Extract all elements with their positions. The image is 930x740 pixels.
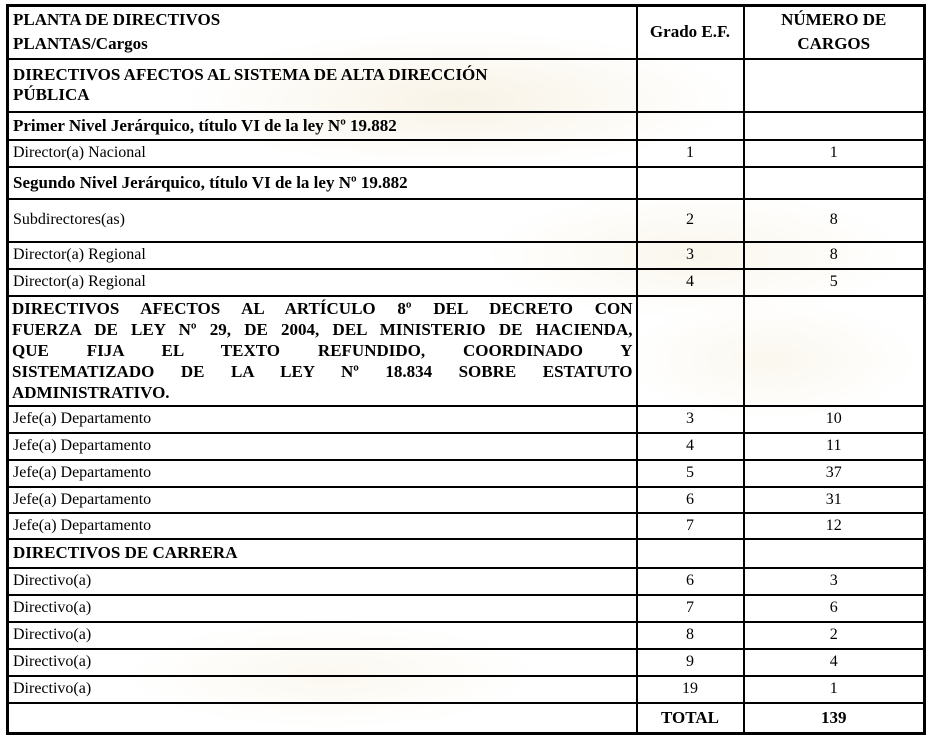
table-row: Jefe(a) Departamento 7 12 (6, 511, 926, 540)
header-grado-ef: Grado E.F. (635, 4, 745, 60)
cell-grado: 7 (635, 593, 745, 623)
cell-numero-cargos: 2 (742, 620, 926, 650)
cell-cargo-label: Directivo(a) (6, 620, 638, 650)
cell-numero-cargos: 12 (742, 511, 926, 540)
cell-numero-cargos: 10 (742, 404, 926, 434)
table-row: Segundo Nivel Jerárquico, título VI de l… (6, 165, 926, 200)
table-row: DIRECTIVOS DE CARRERA (6, 537, 926, 569)
header-title-line1: PLANTA DE DIRECTIVOS (13, 10, 221, 30)
cell-section-label: DIRECTIVOS AFECTOS AL SISTEMA DE ALTA DI… (6, 57, 638, 113)
table-row: DIRECTIVOS AFECTOS AL ARTÍCULO 8º DEL DE… (6, 294, 926, 407)
cell-grado: 6 (635, 566, 745, 596)
cell-numero-cargos: 4 (742, 647, 926, 677)
cell-grado: 3 (635, 240, 745, 270)
table-row: Jefe(a) Departamento 6 31 (6, 485, 926, 514)
cell-numero-cargos: 5 (742, 267, 926, 297)
cell-section-label: Primer Nivel Jerárquico, título VI de la… (6, 110, 638, 141)
table-row: Director(a) Nacional 1 1 (6, 138, 926, 168)
cell-cargo-label: Directivo(a) (6, 647, 638, 677)
cell-empty (6, 701, 638, 735)
cell-numero-cargos (742, 110, 926, 141)
cell-cargo-label: Jefe(a) Departamento (6, 431, 638, 461)
table-row: Directivo(a) 7 6 (6, 593, 926, 623)
header-plantas-cargos: PLANTA DE DIRECTIVOS PLANTAS/Cargos (6, 4, 638, 60)
cell-grado (635, 294, 745, 407)
table-row: Directivo(a) 8 2 (6, 620, 926, 650)
header-numero-cargos: NÚMERO DE CARGOS (742, 4, 926, 60)
cell-numero-cargos: 8 (742, 197, 926, 243)
cell-numero-cargos: 11 (742, 431, 926, 461)
cell-cargo-label: Directivo(a) (6, 674, 638, 704)
table-row: Directivo(a) 9 4 (6, 647, 926, 677)
planta-directivos-table: PLANTA DE DIRECTIVOS PLANTAS/Cargos Grad… (6, 4, 926, 735)
table-row: Jefe(a) Departamento 3 10 (6, 404, 926, 434)
cell-grado: 4 (635, 431, 745, 461)
cell-cargo-label: Jefe(a) Departamento (6, 404, 638, 434)
cell-cargo-label: Subdirectores(as) (6, 197, 638, 243)
cell-grado: 5 (635, 458, 745, 488)
cell-numero-cargos: 1 (742, 138, 926, 168)
cell-cargo-label: Director(a) Regional (6, 240, 638, 270)
cell-grado: 7 (635, 511, 745, 540)
table-row: Subdirectores(as) 2 8 (6, 197, 926, 243)
table-row: Directivo(a) 6 3 (6, 566, 926, 596)
cell-cargo-label: Director(a) Regional (6, 267, 638, 297)
cell-grado: 2 (635, 197, 745, 243)
table-row: Director(a) Regional 4 5 (6, 267, 926, 297)
cell-numero-cargos (742, 57, 926, 113)
cell-numero-cargos (742, 165, 926, 200)
cell-cargo-label: Directivo(a) (6, 593, 638, 623)
cell-cargo-label: Jefe(a) Departamento (6, 511, 638, 540)
cell-grado: 3 (635, 404, 745, 434)
total-label: TOTAL (635, 701, 745, 735)
cell-section-label: DIRECTIVOS AFECTOS AL ARTÍCULO 8º DEL DE… (6, 294, 638, 407)
cell-grado: 4 (635, 267, 745, 297)
total-value: 139 (742, 701, 926, 735)
table-row: Primer Nivel Jerárquico, título VI de la… (6, 110, 926, 141)
cell-grado: 6 (635, 485, 745, 514)
cell-grado: 8 (635, 620, 745, 650)
cell-grado: 19 (635, 674, 745, 704)
cell-cargo-label: Jefe(a) Departamento (6, 485, 638, 514)
cell-grado (635, 110, 745, 141)
table-row: Jefe(a) Departamento 4 11 (6, 431, 926, 461)
cell-numero-cargos: 6 (742, 593, 926, 623)
cell-numero-cargos (742, 537, 926, 569)
header-title-line2: PLANTAS/Cargos (13, 34, 148, 54)
table-row: Director(a) Regional 3 8 (6, 240, 926, 270)
table-header-row: PLANTA DE DIRECTIVOS PLANTAS/Cargos Grad… (6, 4, 926, 60)
cell-numero-cargos: 37 (742, 458, 926, 488)
cell-section-label: Segundo Nivel Jerárquico, título VI de l… (6, 165, 638, 200)
cell-grado (635, 57, 745, 113)
cell-section-label: DIRECTIVOS DE CARRERA (6, 537, 638, 569)
table-row: Directivo(a) 19 1 (6, 674, 926, 704)
table-row: DIRECTIVOS AFECTOS AL SISTEMA DE ALTA DI… (6, 57, 926, 113)
cell-grado (635, 537, 745, 569)
cell-numero-cargos: 31 (742, 485, 926, 514)
cell-cargo-label: Directivo(a) (6, 566, 638, 596)
cell-grado: 9 (635, 647, 745, 677)
table-row: Jefe(a) Departamento 5 37 (6, 458, 926, 488)
cell-cargo-label: Director(a) Nacional (6, 138, 638, 168)
cell-numero-cargos (742, 294, 926, 407)
cell-numero-cargos: 3 (742, 566, 926, 596)
cell-numero-cargos: 8 (742, 240, 926, 270)
cell-numero-cargos: 1 (742, 674, 926, 704)
total-row: TOTAL 139 (6, 701, 926, 735)
cell-cargo-label: Jefe(a) Departamento (6, 458, 638, 488)
cell-grado: 1 (635, 138, 745, 168)
cell-grado (635, 165, 745, 200)
